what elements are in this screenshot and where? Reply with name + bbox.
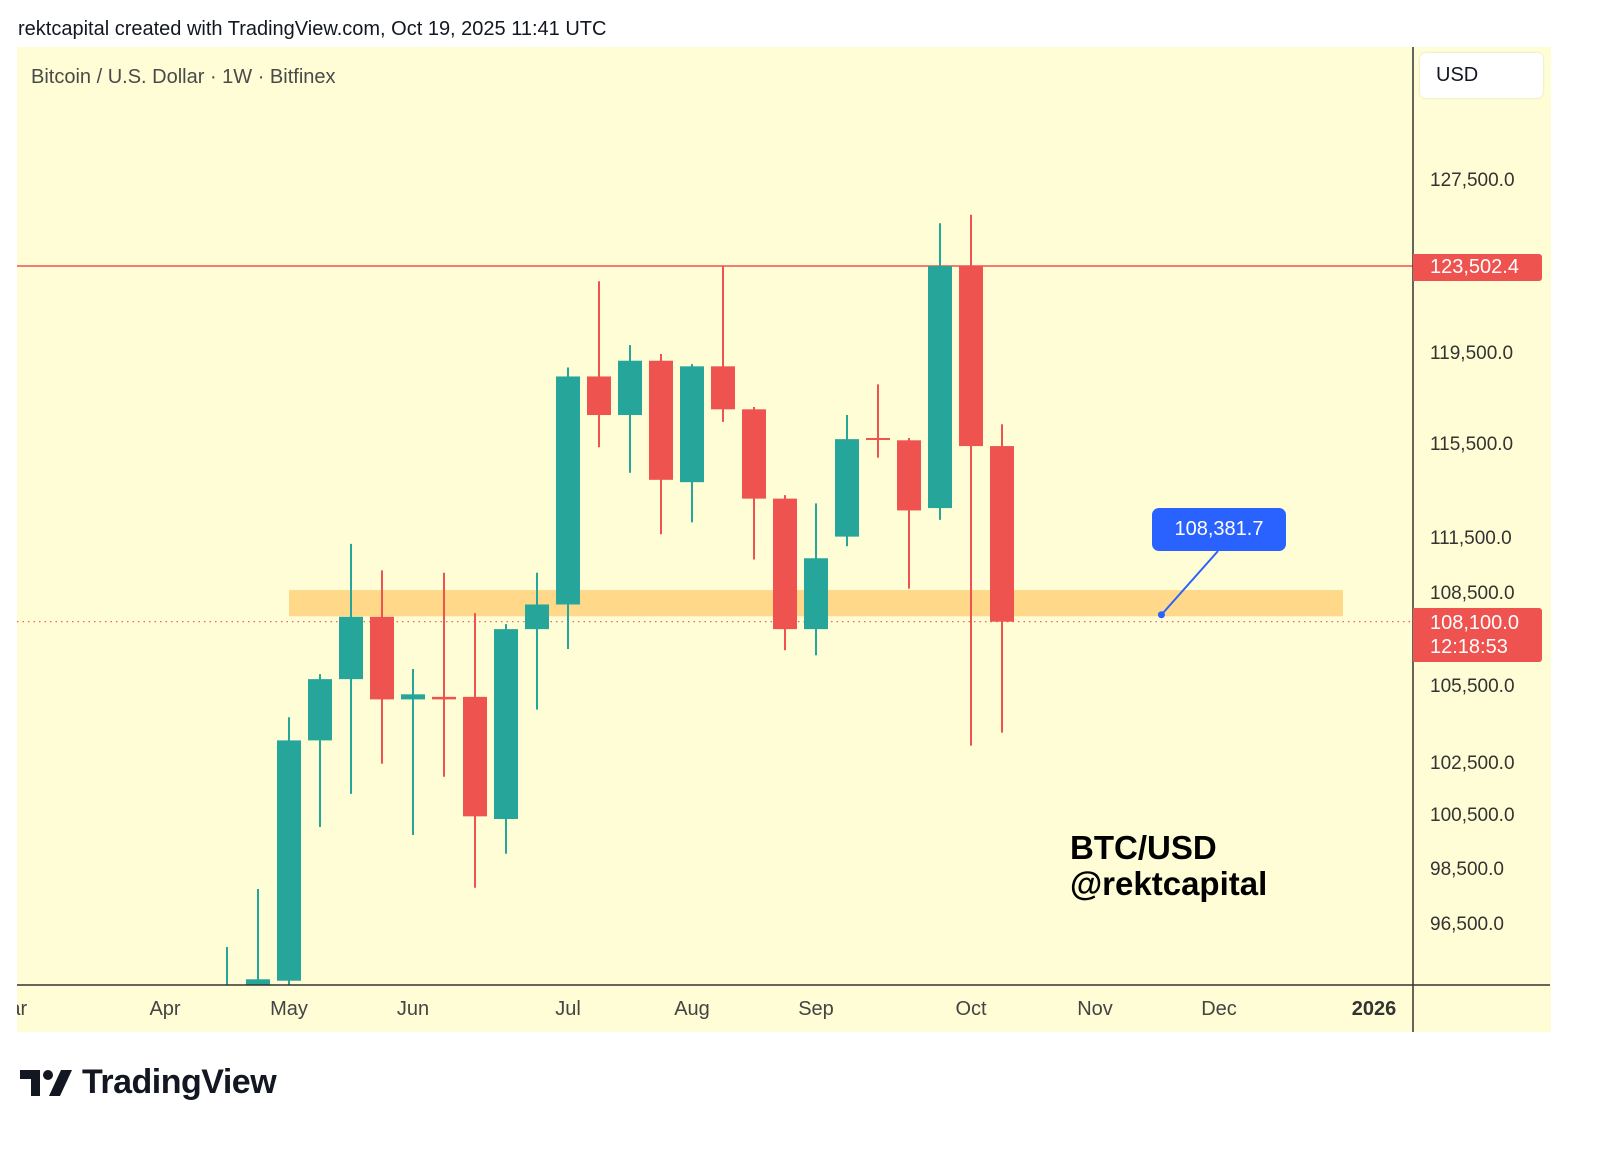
tradingview-wordmark: TradingView	[82, 1063, 277, 1101]
candle-body-19	[804, 558, 828, 630]
time-tick-label: Mar	[17, 998, 28, 1020]
price-tick-label: 127,500.0	[1430, 170, 1515, 191]
callout-anchor-dot	[1157, 611, 1165, 619]
bar-countdown: 12:18:53	[1430, 636, 1508, 658]
resistance-price-label: 123,502.4	[1413, 254, 1542, 281]
candle-body-10	[525, 604, 549, 630]
time-tick-label: Dec	[1201, 998, 1237, 1020]
price-tick-label: 108,500.0	[1430, 583, 1515, 604]
candle-body-9	[494, 629, 518, 820]
tradingview-logo-icon	[20, 1069, 72, 1096]
chart-credit: rektcapital created with TradingView.com…	[18, 18, 607, 40]
callout-connector	[1160, 550, 1219, 616]
price-tick-label: 115,500.0	[1430, 433, 1514, 455]
candle-body-21	[866, 437, 890, 440]
candle-body-18	[773, 498, 797, 630]
symbol-title: Bitcoin / U.S. Dollar · 1W · Bitfinex	[31, 66, 336, 88]
time-tick-label: Nov	[1077, 998, 1113, 1020]
watermark-pair: BTC/USD	[1070, 829, 1217, 866]
candle-body-12	[587, 376, 611, 416]
candle-body-23	[928, 266, 952, 509]
candle-body-17	[742, 409, 766, 499]
candle-body-25	[990, 446, 1014, 622]
last-price-label: 108,100.0 12:18:53	[1413, 608, 1542, 662]
candle-body-11	[556, 376, 580, 605]
tradingview-brand: TradingView	[20, 1063, 277, 1102]
candle-body-5	[370, 616, 394, 700]
price-tick-label: 105,500.0	[1430, 675, 1515, 697]
watermark: BTC/USD @rektcapital	[1070, 830, 1267, 902]
time-axis[interactable]: Mar Apr May Jun Jul Aug Sep Oct Nov Dec 2026	[17, 985, 1413, 1032]
candle-body-1	[246, 979, 270, 985]
time-tick-label: Aug	[674, 998, 710, 1020]
time-tick-label: 2026	[1351, 998, 1397, 1020]
price-callout[interactable]: 108,381.7	[1152, 508, 1286, 551]
price-tick-label: 111,500.0	[1430, 528, 1512, 550]
watermark-author: @rektcapital	[1070, 865, 1268, 902]
candle-body-8	[463, 696, 487, 817]
time-tick-label: Apr	[149, 998, 181, 1020]
price-tick-label: 100,500.0	[1430, 805, 1515, 827]
candle-body-14	[649, 360, 673, 480]
last-price-value: 108,100.0	[1430, 612, 1519, 634]
candle-body-4	[339, 616, 363, 680]
time-tick-label: May	[270, 998, 308, 1020]
candle-body-3	[308, 679, 332, 741]
candle-body-15	[680, 366, 704, 483]
price-tick-label: 96,500.0	[1430, 913, 1504, 935]
candle-body-16	[711, 366, 735, 410]
candle-body-2	[277, 740, 301, 981]
time-tick-label: Sep	[798, 998, 834, 1020]
candle-body-7	[432, 696, 456, 700]
time-tick-label: Oct	[955, 998, 987, 1020]
price-tick-label: 102,500.0	[1430, 752, 1515, 774]
price-tick-label: 119,500.0	[1430, 343, 1514, 365]
time-tick-label: Jun	[396, 998, 430, 1020]
currency-button[interactable]: USD	[1420, 53, 1543, 98]
price-tick-label: 98,500.0	[1430, 859, 1504, 881]
candle-body-20	[835, 439, 859, 537]
candle-body-13	[618, 360, 642, 416]
candle-body-6	[401, 694, 425, 700]
candle-body-24	[959, 266, 983, 447]
time-tick-label: Jul	[555, 998, 581, 1020]
candle-body-22	[897, 440, 921, 511]
